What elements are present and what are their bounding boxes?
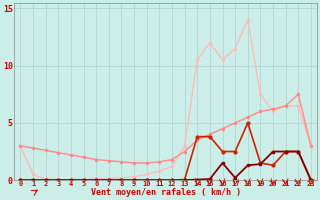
X-axis label: Vent moyen/en rafales ( km/h ): Vent moyen/en rafales ( km/h )	[91, 188, 241, 197]
